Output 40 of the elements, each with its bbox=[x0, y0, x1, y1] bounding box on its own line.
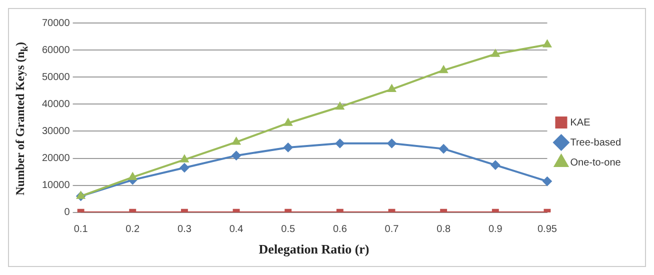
x-axis-title: Delegation Ratio (r) bbox=[258, 242, 370, 257]
y-tick-label: 40000 bbox=[42, 98, 70, 110]
point bbox=[491, 50, 500, 57]
x-tick-label: 0.7 bbox=[384, 224, 400, 236]
x-tick-label: 0.1 bbox=[74, 224, 88, 236]
point bbox=[232, 151, 241, 160]
x-tick-label: 0.6 bbox=[332, 224, 348, 236]
legend-label: KAE bbox=[570, 117, 591, 128]
point bbox=[180, 155, 188, 162]
y-tick-label: 30000 bbox=[42, 126, 70, 137]
y-tick-label: 50000 bbox=[42, 72, 70, 83]
x-tick-label: 0.95 bbox=[538, 224, 558, 236]
x-tick-label: 0.9 bbox=[488, 224, 503, 236]
legend-label: Tree-based bbox=[570, 137, 622, 148]
point bbox=[490, 160, 500, 170]
y-tick-label: 60000 bbox=[42, 44, 70, 56]
x-tick-label: 0.3 bbox=[178, 224, 192, 236]
point bbox=[387, 138, 396, 148]
y-tick-label: 70000 bbox=[42, 18, 70, 29]
point bbox=[284, 142, 293, 152]
point bbox=[388, 84, 396, 92]
point bbox=[543, 40, 552, 48]
y-tick-label: 20000 bbox=[42, 153, 70, 164]
point bbox=[335, 138, 344, 148]
point bbox=[232, 138, 240, 145]
point bbox=[284, 118, 292, 126]
point bbox=[439, 144, 448, 154]
x-tick-label: 0.8 bbox=[436, 224, 451, 236]
legend-label: One-to-one bbox=[570, 157, 622, 168]
point bbox=[542, 176, 552, 186]
x-tick-label: 0.5 bbox=[281, 224, 296, 236]
x-tick-label: 0.4 bbox=[229, 224, 244, 236]
point bbox=[128, 172, 137, 180]
point bbox=[336, 102, 344, 110]
x-tick-label: 0.2 bbox=[126, 224, 140, 236]
point bbox=[440, 66, 448, 74]
y-tick-label: 0 bbox=[64, 207, 70, 218]
y-tick-label: 10000 bbox=[42, 180, 70, 192]
point bbox=[180, 163, 189, 172]
point bbox=[76, 192, 85, 199]
